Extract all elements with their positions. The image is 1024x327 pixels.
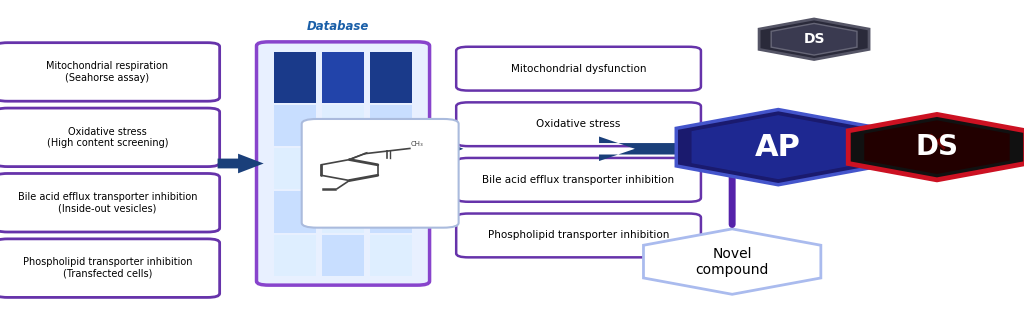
Text: Novel
compound: Novel compound	[695, 247, 769, 277]
FancyBboxPatch shape	[322, 235, 365, 276]
FancyBboxPatch shape	[322, 148, 365, 190]
Text: Database: Database	[307, 20, 369, 33]
FancyBboxPatch shape	[274, 105, 315, 146]
FancyBboxPatch shape	[322, 52, 365, 103]
Text: Mitochondrial respiration
(Seahorse assay): Mitochondrial respiration (Seahorse assa…	[46, 61, 169, 83]
Polygon shape	[422, 132, 463, 165]
FancyBboxPatch shape	[0, 239, 219, 298]
FancyBboxPatch shape	[456, 214, 700, 257]
Text: Bile acid efflux transporter inhibition
(Inside-out vesicles): Bile acid efflux transporter inhibition …	[17, 192, 198, 214]
FancyBboxPatch shape	[274, 148, 315, 190]
FancyBboxPatch shape	[456, 102, 700, 146]
FancyBboxPatch shape	[371, 235, 412, 276]
Polygon shape	[848, 114, 1024, 180]
Polygon shape	[599, 137, 698, 161]
Text: Oxidative stress: Oxidative stress	[537, 119, 621, 129]
Polygon shape	[771, 24, 857, 55]
Polygon shape	[691, 115, 865, 179]
Text: DS: DS	[915, 133, 958, 161]
Text: Oxidative stress
(High content screening): Oxidative stress (High content screening…	[47, 127, 168, 148]
FancyBboxPatch shape	[371, 192, 412, 233]
FancyBboxPatch shape	[322, 192, 365, 233]
FancyBboxPatch shape	[256, 42, 430, 285]
FancyBboxPatch shape	[371, 52, 412, 103]
Text: CH₃: CH₃	[411, 141, 424, 147]
Text: Mitochondrial dysfunction: Mitochondrial dysfunction	[511, 64, 646, 74]
Text: DS: DS	[804, 32, 824, 46]
FancyBboxPatch shape	[456, 158, 700, 202]
FancyBboxPatch shape	[456, 47, 700, 91]
Text: ✕: ✕	[926, 130, 948, 158]
Text: Phospholipid transporter inhibition
(Transfected cells): Phospholipid transporter inhibition (Tra…	[23, 257, 193, 279]
FancyBboxPatch shape	[302, 119, 459, 228]
FancyBboxPatch shape	[371, 148, 412, 190]
FancyBboxPatch shape	[0, 43, 219, 101]
FancyBboxPatch shape	[274, 52, 315, 103]
Polygon shape	[218, 154, 264, 173]
FancyBboxPatch shape	[274, 192, 315, 233]
Polygon shape	[676, 110, 881, 185]
Polygon shape	[864, 120, 1010, 174]
Polygon shape	[759, 19, 869, 60]
Text: Bile acid efflux transporter inhibition: Bile acid efflux transporter inhibition	[482, 175, 675, 185]
FancyBboxPatch shape	[322, 105, 365, 146]
FancyBboxPatch shape	[0, 108, 219, 167]
Text: Phospholipid transporter inhibition: Phospholipid transporter inhibition	[487, 231, 670, 240]
Text: AP: AP	[756, 133, 801, 162]
Polygon shape	[643, 229, 821, 294]
FancyBboxPatch shape	[274, 235, 315, 276]
FancyBboxPatch shape	[371, 105, 412, 146]
FancyBboxPatch shape	[0, 173, 219, 232]
